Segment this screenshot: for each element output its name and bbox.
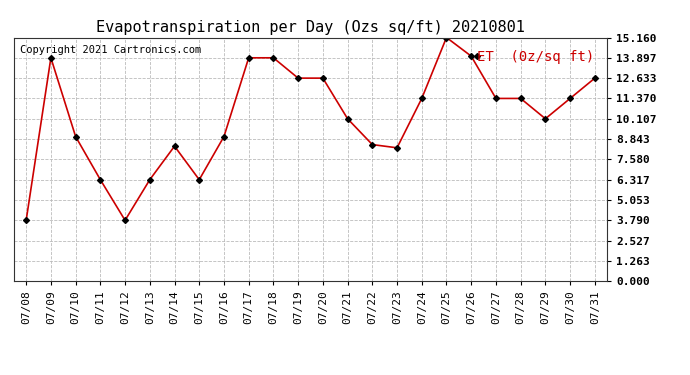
ET  (0z/sq ft) <box>269 56 277 60</box>
ET  (0z/sq ft) <box>319 76 327 80</box>
ET  (0z/sq ft) <box>417 96 426 101</box>
ET  (0z/sq ft) <box>121 218 129 223</box>
Text: Copyright 2021 Cartronics.com: Copyright 2021 Cartronics.com <box>20 45 201 55</box>
ET  (0z/sq ft) <box>393 146 401 150</box>
ET  (0z/sq ft) <box>541 117 549 121</box>
ET  (0z/sq ft) <box>195 177 204 182</box>
Line: ET  (0z/sq ft): ET (0z/sq ft) <box>24 35 597 222</box>
ET  (0z/sq ft) <box>96 177 104 182</box>
ET  (0z/sq ft) <box>294 76 302 80</box>
ET  (0z/sq ft) <box>72 134 80 139</box>
ET  (0z/sq ft) <box>146 177 154 182</box>
ET  (0z/sq ft) <box>492 96 500 101</box>
ET  (0z/sq ft) <box>47 56 55 60</box>
ET  (0z/sq ft) <box>566 96 574 101</box>
ET  (0z/sq ft) <box>170 144 179 148</box>
ET  (0z/sq ft) <box>220 134 228 139</box>
ET  (0z/sq ft) <box>368 142 377 147</box>
ET  (0z/sq ft) <box>22 218 30 223</box>
Title: Evapotranspiration per Day (Ozs sq/ft) 20210801: Evapotranspiration per Day (Ozs sq/ft) 2… <box>96 20 525 35</box>
Legend: ET  (0z/sq ft): ET (0z/sq ft) <box>472 45 600 69</box>
ET  (0z/sq ft) <box>244 56 253 60</box>
ET  (0z/sq ft) <box>467 54 475 58</box>
ET  (0z/sq ft) <box>517 96 525 101</box>
ET  (0z/sq ft) <box>591 76 599 80</box>
ET  (0z/sq ft) <box>442 35 451 40</box>
ET  (0z/sq ft) <box>344 117 352 121</box>
